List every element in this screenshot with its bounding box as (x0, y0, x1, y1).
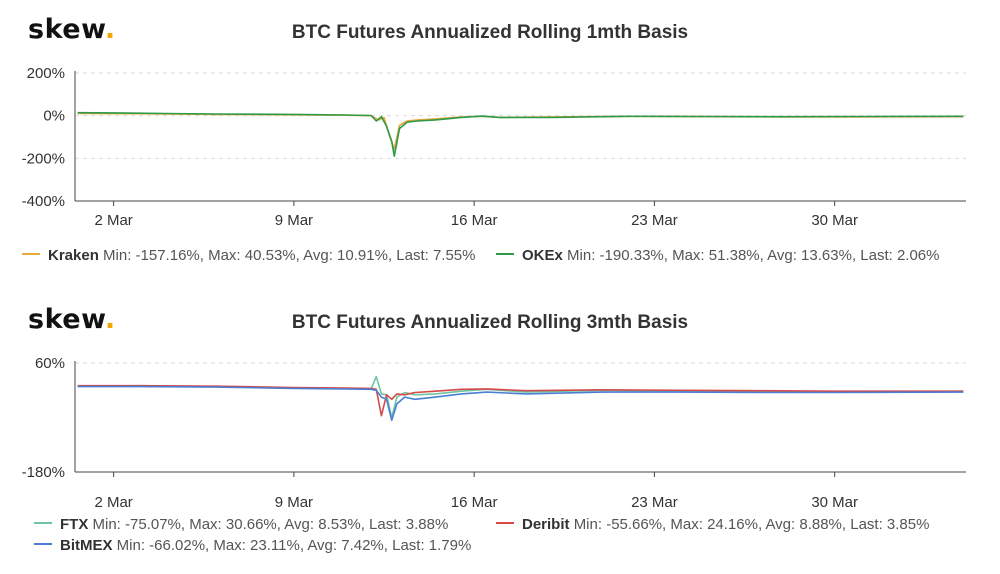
logo-dot-2: . (104, 304, 116, 335)
y-tick-label: 60% (35, 355, 65, 372)
legend-kraken[interactable]: Kraken Min: -157.16%, Max: 40.53%, Avg: … (22, 247, 475, 264)
chart-title-1m: BTC Futures Annualized Rolling 1mth Basi… (291, 22, 689, 43)
legend-deribit[interactable]: Deribit Min: -55.66%, Max: 24.16%, Avg: … (496, 516, 929, 533)
x-tick-label: 2 Mar (94, 494, 132, 511)
y-tick-label: 200% (27, 65, 65, 82)
x-tick-label: 16 Mar (451, 494, 498, 511)
legend-swatch-deribit (496, 522, 514, 525)
logo-text-2: skew (28, 304, 105, 335)
x-tick-label: 23 Mar (631, 212, 678, 229)
chart-plot-1m: 200% 0% -200% -400% 2 Mar 9 Mar 16 Mar 23 Mar 30… (22, 65, 966, 229)
series-line-okex (77, 111, 964, 157)
logo-dot: . (104, 14, 116, 45)
series-line-ftx (77, 375, 964, 419)
legend-stats-ftx: Min: -75.07%, Max: 30.66%, Avg: 8.53%, L… (92, 516, 449, 533)
series-line-bitmex (77, 385, 964, 422)
x-tick-label: 9 Mar (275, 212, 313, 229)
legend-swatch-bitmex (34, 543, 52, 546)
x-tick-label: 30 Mar (811, 494, 858, 511)
legend-ftx[interactable]: FTX Min: -75.07%, Max: 30.66%, Avg: 8.53… (34, 516, 448, 533)
legend-okex[interactable]: OKEx Min: -190.33%, Max: 51.38%, Avg: 13… (496, 247, 939, 264)
x-tick-label: 16 Mar (451, 212, 498, 229)
series-line-deribit (77, 384, 964, 417)
legend-name-ftx: FTX (60, 516, 89, 533)
y-tick-label: -400% (22, 193, 65, 210)
legend-bitmex[interactable]: BitMEX Min: -66.02%, Max: 23.11%, Avg: 7… (34, 537, 471, 554)
logo-text: skew (28, 14, 105, 45)
legend-swatch-okex (496, 253, 514, 256)
legend-name-kraken: Kraken (48, 247, 99, 264)
chart-plot-3m: 60% -180% 2 Mar 9 Mar 16 Mar 23 Mar 30 Mar (22, 355, 966, 511)
skew-logo-2: skew. (28, 304, 116, 335)
legend-swatch-kraken (22, 253, 40, 256)
chart-title-3m: BTC Futures Annualized Rolling 3mth Basi… (291, 312, 689, 333)
legend-swatch-ftx (34, 522, 52, 525)
legend-name-okex: OKEx (522, 247, 563, 264)
legend-stats-kraken: Min: -157.16%, Max: 40.53%, Avg: 10.91%,… (103, 247, 476, 264)
x-tick-label: 30 Mar (811, 212, 858, 229)
y-tick-label: -180% (22, 464, 65, 481)
legend-name-deribit: Deribit (522, 516, 570, 533)
y-tick-label: 0% (43, 108, 65, 125)
skew-logo: skew. (28, 14, 116, 45)
legend-stats-okex: Min: -190.33%, Max: 51.38%, Avg: 13.63%,… (567, 247, 940, 264)
x-tick-label: 2 Mar (94, 212, 132, 229)
legend-stats-deribit: Min: -55.66%, Max: 24.16%, Avg: 8.88%, L… (573, 516, 930, 533)
y-tick-label: -200% (22, 150, 65, 167)
legend-stats-bitmex: Min: -66.02%, Max: 23.11%, Avg: 7.42%, L… (116, 537, 472, 554)
x-tick-label: 9 Mar (275, 494, 313, 511)
x-tick-label: 23 Mar (631, 494, 678, 511)
legend-name-bitmex: BitMEX (60, 537, 113, 554)
